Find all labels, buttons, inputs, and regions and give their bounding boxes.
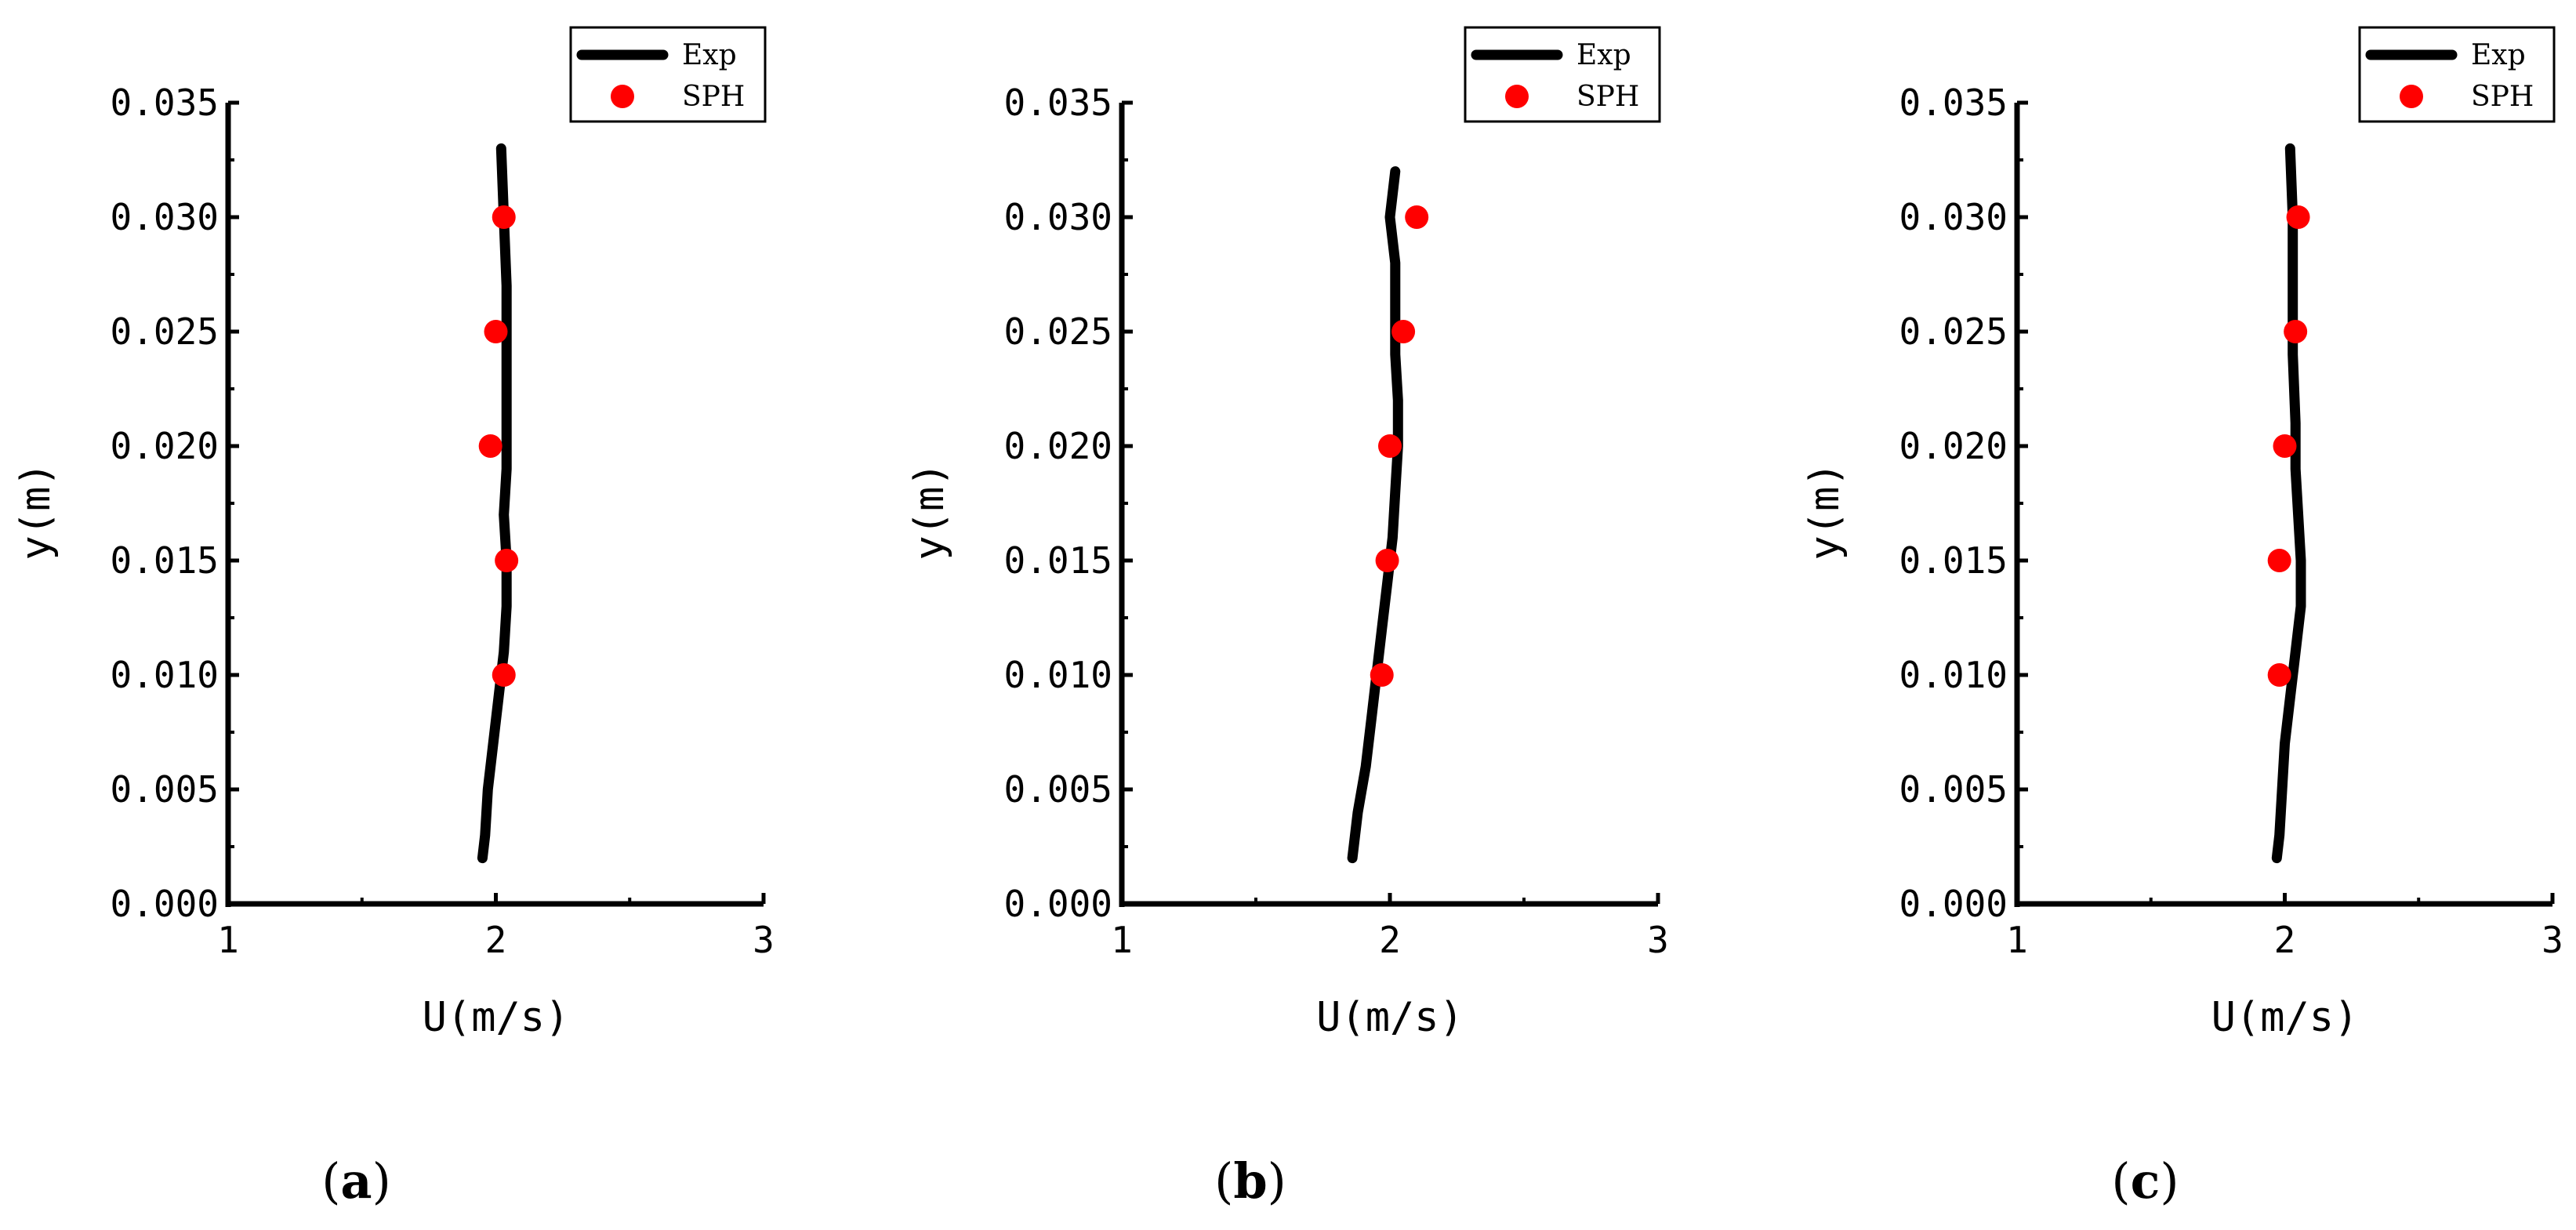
panel-label-letter: c	[2131, 1152, 2161, 1210]
y-tick-label: 0.005	[1004, 768, 1112, 811]
y-tick-label: 0.025	[1004, 310, 1112, 353]
sph-data-point	[2267, 663, 2291, 687]
y-tick-label: 0.035	[111, 82, 219, 124]
y-tick-label: 0.035	[1004, 82, 1112, 124]
y-tick-label: 0.025	[111, 310, 219, 353]
panel-label-letter: b	[1233, 1152, 1267, 1210]
sph-data-point	[478, 434, 503, 458]
y-tick-label: 0.030	[1004, 196, 1112, 238]
legend-sph-label: SPH	[2471, 81, 2534, 113]
x-tick-label: 1	[1111, 919, 1133, 961]
y-tick-label: 0.010	[1899, 654, 2008, 696]
y-tick-label: 0.020	[1004, 425, 1112, 467]
legend-box	[1464, 26, 1661, 123]
y-tick-label: 0.005	[111, 768, 219, 811]
y-tick-label: 0.030	[1899, 196, 2008, 238]
y-tick-label: 0.015	[1004, 539, 1112, 582]
legend-sph-label: SPH	[1576, 81, 1639, 113]
sph-data-point	[1378, 434, 1402, 458]
y-tick-label: 0.020	[111, 425, 219, 467]
exp-series-line	[477, 143, 512, 864]
y-axis-label: y(m)	[906, 462, 953, 560]
sph-data-point	[495, 549, 519, 572]
panel-label-letter: a	[340, 1152, 372, 1210]
sph-data-point	[492, 663, 516, 687]
x-tick-label: 2	[2274, 919, 2296, 961]
x-tick-label: 1	[217, 919, 239, 961]
sph-data-point	[2286, 205, 2310, 229]
sph-data-point	[1370, 663, 1394, 687]
y-tick-label: 0.025	[1899, 310, 2008, 353]
y-tick-label: 0.015	[111, 539, 219, 582]
y-axis-label: y(m)	[1801, 462, 1849, 560]
legend-exp-label: Exp	[2471, 39, 2526, 71]
y-tick-label: 0.010	[1004, 654, 1112, 696]
legend-sph-label: SPH	[682, 81, 745, 113]
legend-exp-label: Exp	[1576, 39, 1631, 71]
legend-box	[2358, 26, 2556, 123]
legend-sph-swatch	[1505, 85, 1529, 108]
sph-data-point	[1391, 320, 1416, 343]
x-tick-label: 1	[2006, 919, 2028, 961]
sph-data-point	[484, 320, 508, 343]
legend-box	[569, 26, 767, 123]
panel-b: 0.000 0.005 0.010 0.015 0.020 0.025 0.030 0.035…	[906, 26, 1669, 1210]
panel-label: (a)	[321, 1152, 391, 1210]
legend-exp-label: Exp	[682, 39, 737, 71]
sph-data-point	[1375, 549, 1399, 572]
y-tick-label: 0.035	[1899, 82, 2008, 124]
sph-data-point	[2284, 320, 2308, 343]
x-tick-label: 3	[1647, 919, 1669, 961]
y-tick-label: 0.015	[1899, 539, 2008, 582]
panel-label: (b)	[1214, 1152, 1286, 1210]
y-tick-label: 0.000	[1004, 883, 1112, 925]
panel-label: (c)	[2111, 1152, 2179, 1210]
exp-series-line	[2271, 143, 2306, 864]
y-tick-label: 0.030	[111, 196, 219, 238]
x-axis-label: U(m/s)	[1316, 994, 1464, 1041]
sph-data-point	[1405, 205, 1429, 229]
y-tick-label: 0.010	[111, 654, 219, 696]
panel-c: 0.000 0.005 0.010 0.015 0.020 0.025 0.030 0.035…	[1801, 26, 2563, 1210]
x-tick-label: 2	[1379, 919, 1401, 961]
sph-data-point	[2273, 434, 2297, 458]
y-tick-label: 0.000	[111, 883, 219, 925]
sph-data-point	[492, 205, 516, 229]
x-tick-label: 3	[753, 919, 775, 961]
x-tick-label: 3	[2542, 919, 2563, 961]
y-tick-label: 0.000	[1899, 883, 2008, 925]
y-tick-label: 0.020	[1899, 425, 2008, 467]
sph-data-point	[2267, 549, 2291, 572]
legend-sph-swatch	[2400, 85, 2423, 108]
legend-sph-swatch	[611, 85, 634, 108]
panel-a: 0.000 0.005 0.010 0.015 0.020 0.025 0.030 0.035…	[13, 26, 775, 1210]
exp-series-line	[1347, 166, 1403, 864]
x-axis-label: U(m/s)	[2211, 994, 2359, 1041]
y-axis-label: y(m)	[13, 462, 60, 560]
x-axis-label: U(m/s)	[423, 994, 570, 1041]
y-tick-label: 0.005	[1899, 768, 2008, 811]
x-tick-label: 2	[485, 919, 507, 961]
